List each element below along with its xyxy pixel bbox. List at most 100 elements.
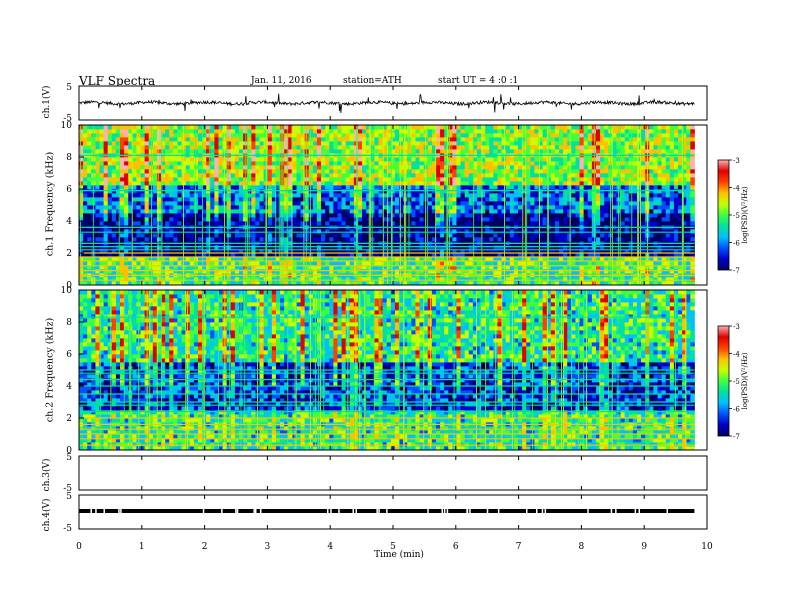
spectrogram-cell	[181, 277, 187, 282]
spectrogram-cell	[193, 257, 199, 262]
spectrogram-cell	[583, 209, 589, 214]
spectrogram-cell	[156, 145, 162, 150]
spectrogram-cell	[255, 177, 260, 182]
spectrogram-cell	[259, 169, 265, 174]
spectrogram-cell	[476, 261, 482, 266]
spectrogram-cell	[103, 221, 109, 226]
spectrogram-cell	[522, 205, 527, 210]
spectrogram-cell	[509, 145, 515, 150]
spectrogram-cell	[321, 265, 326, 270]
spectrogram-cell	[312, 281, 318, 286]
spectrogram-cell	[152, 221, 158, 226]
spectrogram-cell	[456, 229, 461, 234]
spectrogram-cell	[468, 209, 474, 214]
spectrogram-cell	[103, 249, 109, 254]
spectrogram-cell	[399, 217, 404, 222]
spectrogram-cell	[132, 149, 137, 154]
spectrogram-cell	[284, 201, 289, 206]
spectrogram-cell	[431, 157, 437, 162]
spectrogram-cell	[509, 173, 515, 178]
spectrogram-cell	[280, 229, 285, 234]
spectrogram-cell	[554, 169, 560, 174]
spectrogram-cell	[120, 185, 125, 190]
spectrogram-cell	[132, 253, 137, 258]
spectrogram-cell	[206, 249, 211, 254]
spectrogram-cell	[407, 237, 412, 242]
spectrogram-cell	[448, 281, 453, 286]
spectrogram-cell	[128, 141, 133, 146]
spectrogram-cell	[509, 257, 515, 262]
spectrogram-cell	[185, 181, 191, 186]
spectrogram-cell	[230, 161, 236, 166]
spectrogram-cell	[226, 149, 232, 154]
spectrogram-cell	[382, 129, 388, 134]
spectrogram-cell	[251, 249, 256, 254]
spectrogram-cell	[394, 229, 400, 234]
spectrogram-cell	[370, 125, 375, 130]
spectrogram-cell	[284, 281, 289, 286]
spectrogram-cell	[111, 173, 117, 178]
spectrogram-cell	[550, 217, 556, 222]
spectrogram-cell	[522, 197, 527, 202]
spectrogram-cell	[550, 125, 556, 130]
spectrogram-cell	[308, 125, 314, 130]
spectrogram-cell	[513, 125, 519, 130]
spectrogram-cell	[399, 145, 404, 150]
spectrogram-cell	[362, 249, 367, 254]
spectrogram-cell	[440, 257, 445, 262]
spectrogram-cell	[448, 185, 453, 190]
spectrogram-cell	[489, 177, 494, 182]
spectrogram-cell	[374, 253, 379, 258]
spectrogram-cell	[304, 197, 310, 202]
spectrogram-cell	[288, 137, 293, 142]
spectrogram-cell	[288, 209, 293, 214]
spectrogram-cell	[399, 277, 404, 282]
spectrogram-cell	[489, 217, 494, 222]
spectrogram-cell	[275, 221, 281, 226]
spectrogram-cell	[481, 165, 486, 170]
spectrogram-cell	[115, 165, 121, 170]
spectrogram-cell	[505, 193, 511, 198]
spectrogram-cell	[255, 237, 260, 242]
spectrogram-cell	[308, 145, 314, 150]
spectrogram-cell	[497, 177, 502, 182]
spectrogram-cell	[218, 185, 223, 190]
spectrogram-cell	[489, 141, 494, 146]
spectrogram-cell	[513, 145, 519, 150]
spectrogram-cell	[197, 277, 203, 282]
spectrogram-cell	[382, 201, 388, 206]
spectrogram-cell	[530, 205, 535, 210]
spectrogram-cell	[296, 201, 301, 206]
spectrogram-cell	[485, 233, 490, 238]
spectrogram-cell	[493, 161, 498, 166]
spectrogram-cell	[251, 201, 256, 206]
spectrogram-cell	[156, 157, 162, 162]
spectrogram-cell	[239, 173, 244, 178]
spectrogram-cell	[476, 233, 482, 238]
spectrogram-cell	[177, 137, 182, 142]
spectrogram-cell	[440, 281, 445, 286]
spectrogram-cell	[325, 133, 330, 138]
spectrogram-cell	[120, 193, 125, 198]
spectrogram-cell	[103, 177, 109, 182]
spectrogram-cell	[271, 261, 277, 266]
spectrogram-cell	[267, 253, 273, 258]
spectrogram-cell	[571, 137, 576, 142]
spectrogram-cell	[136, 197, 141, 202]
spectrogram-cell	[275, 125, 281, 130]
spectrogram-cell	[501, 169, 507, 174]
spectrogram-cell	[456, 221, 461, 226]
spectrogram-cell	[481, 253, 486, 258]
spectrogram-cell	[501, 205, 507, 210]
spectrogram-cell	[440, 217, 445, 222]
spectrogram-cell	[280, 193, 285, 198]
spectrogram-cell	[189, 165, 195, 170]
spectrogram-cell	[87, 281, 92, 286]
spectrogram-cell	[177, 229, 182, 234]
spectrogram-cell	[251, 253, 256, 258]
spectrogram-cell	[300, 169, 306, 174]
spectrogram-cell	[95, 129, 100, 134]
spectrogram-cell	[202, 217, 207, 222]
spectrogram-cell	[554, 129, 560, 134]
spectrogram-cell	[156, 165, 162, 170]
